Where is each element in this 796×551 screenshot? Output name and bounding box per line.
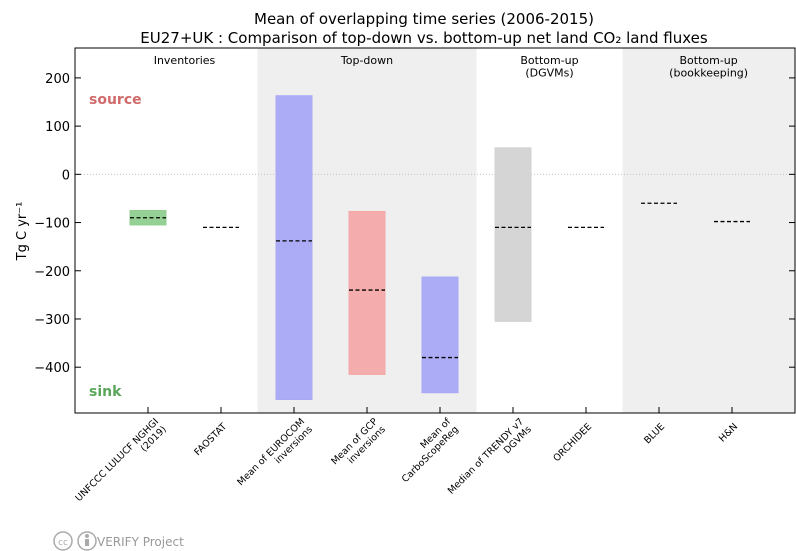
source-annotation: source <box>89 92 142 108</box>
x-tick-label: UNFCCC LULUCF NGHGI(2019) <box>74 416 169 511</box>
group-label: Top-down <box>340 54 393 67</box>
x-tick-label: Median of TRENDY v7DGVMs <box>446 416 534 504</box>
svg-text:cc: cc <box>58 538 68 548</box>
x-tick-label: H&N <box>717 421 740 444</box>
range-box <box>348 210 386 375</box>
group-label: Inventories <box>154 54 216 67</box>
y-tick-label: 200 <box>45 72 70 87</box>
group-shade <box>622 48 795 413</box>
footer: VERIFY Project <box>97 535 184 549</box>
x-tick-label: Mean of EUROCOMinversions <box>235 416 314 495</box>
group-label: Bottom-up (bookkeeping) <box>669 54 748 80</box>
y-axis-label: Tg C yr⁻¹ <box>15 202 30 262</box>
chart-subtitle: EU27+UK : Comparison of top-down vs. bot… <box>140 29 708 47</box>
y-tick-label: −300 <box>34 313 70 328</box>
cc-logo: cc <box>53 531 97 551</box>
chart-title: Mean of overlapping time series (2006-20… <box>254 10 594 28</box>
x-tick-label: BLUE <box>642 421 667 446</box>
y-tick-label: −100 <box>34 217 70 232</box>
range-box <box>421 276 459 394</box>
range-box <box>129 209 167 226</box>
y-tick-label: 100 <box>45 120 70 135</box>
sink-annotation: sink <box>89 384 122 400</box>
x-tick-label: ORCHIDEE <box>551 421 594 464</box>
x-tick-label: FAOSTAT <box>192 421 229 458</box>
y-tick-label: 0 <box>62 168 70 183</box>
y-tick-label: −400 <box>34 361 70 376</box>
plot-frame <box>74 47 796 414</box>
x-tick-label: Mean ofCarboScopeReg <box>392 416 461 485</box>
range-box <box>494 147 532 322</box>
x-tick-label: Mean of GCPinversions <box>329 416 388 475</box>
range-box <box>275 95 313 400</box>
y-tick-label: −200 <box>34 265 70 280</box>
group-label: Bottom-up (DGVMs) <box>520 54 578 80</box>
